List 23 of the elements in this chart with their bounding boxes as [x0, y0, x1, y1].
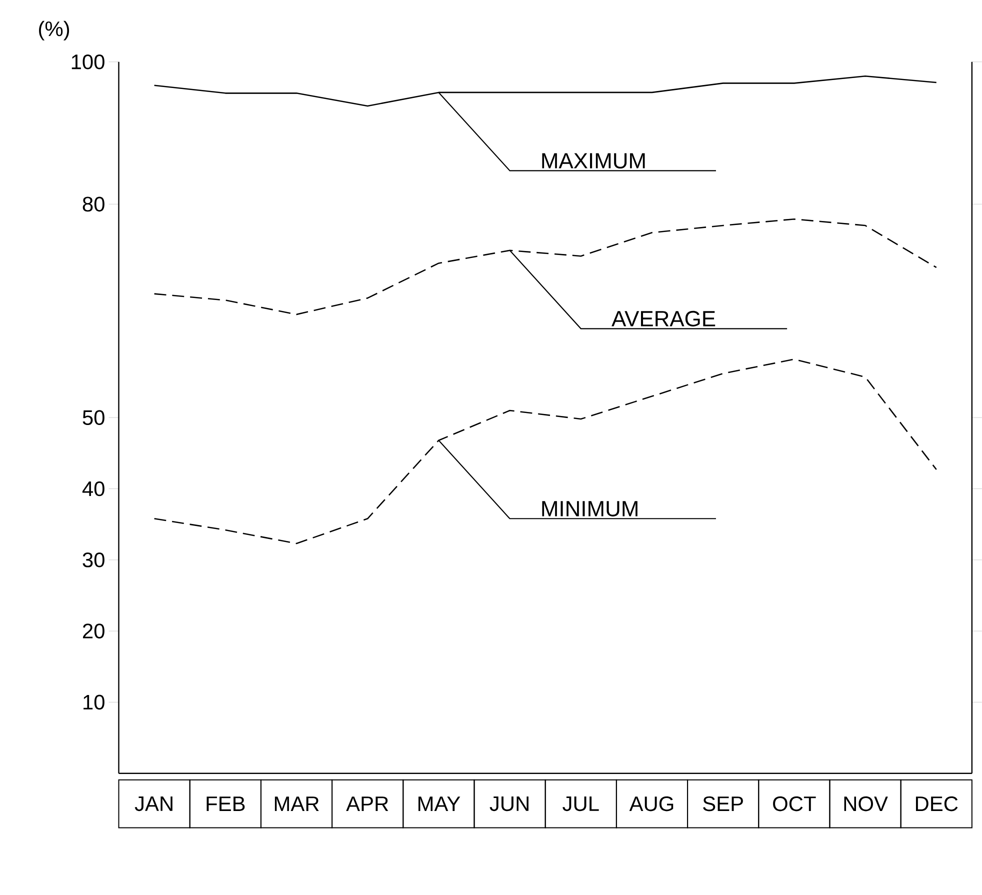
y-axis-title: (%): [39, 20, 70, 40]
x-tick-label: MAR: [274, 796, 319, 811]
y-tick-label: 10: [84, 694, 104, 710]
x-tick-label: AUG: [629, 796, 674, 812]
x-tick-label: DEC: [916, 796, 958, 812]
x-tick-label: OCT: [773, 796, 816, 812]
y-tick-label: 30: [82, 552, 104, 568]
y-tick-label: 100: [72, 54, 104, 70]
x-tick-label: JUN: [490, 796, 528, 812]
annotation: AVERAGE: [612, 310, 716, 326]
x-tick-label: APR: [346, 796, 388, 811]
x-tick-label: SEP: [703, 796, 743, 812]
y-tick-label: 40: [82, 481, 104, 496]
x-tick-label: JUL: [562, 796, 599, 812]
y-tick-label: 80: [82, 196, 104, 212]
x-tick-label: MAY: [418, 796, 460, 811]
annotation: MINIMUM: [542, 501, 638, 516]
x-tick-label: NOV: [844, 796, 888, 812]
x-tick-label: FEB: [206, 796, 245, 811]
x-tick-label: JAN: [134, 796, 172, 812]
y-tick-label: 50: [82, 410, 104, 425]
y-tick-label: 20: [82, 624, 104, 638]
annotation: MAXIMUM: [542, 153, 645, 168]
